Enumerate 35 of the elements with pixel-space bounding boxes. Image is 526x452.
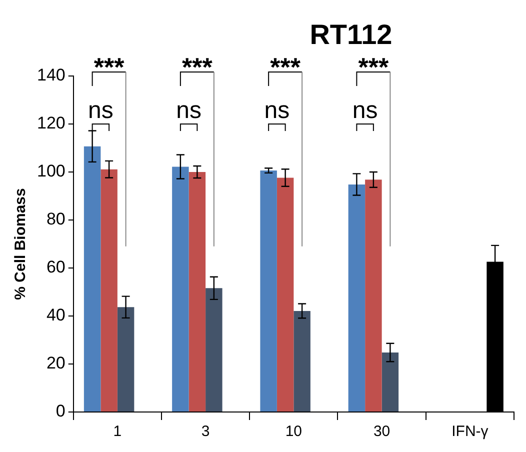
annotation: ns [88, 97, 114, 124]
bar [382, 352, 399, 412]
x-tick-label: 3 [201, 423, 210, 440]
x-tick-label: 1 [113, 423, 122, 440]
annotation: *** [182, 52, 214, 82]
annotation: ns [352, 97, 378, 124]
annotation: *** [270, 52, 302, 82]
bar [117, 307, 134, 412]
y-tick-label: 0 [56, 402, 66, 421]
y-tick-label: 20 [46, 354, 66, 373]
bar [84, 146, 101, 412]
chart-title: RT112 [310, 19, 392, 50]
annotation: *** [358, 52, 390, 82]
bar [260, 170, 277, 412]
y-tick-label: 140 [36, 66, 66, 85]
bar [294, 310, 310, 412]
bar [348, 184, 366, 412]
y-tick-label: 60 [46, 258, 66, 277]
annotation: ns [264, 97, 290, 124]
bar [172, 166, 189, 412]
annotation: ns [176, 97, 202, 124]
bar [188, 172, 206, 412]
bar [365, 180, 382, 412]
bar [100, 169, 118, 412]
bar [276, 178, 294, 412]
x-tick-label: 10 [285, 423, 302, 440]
annotation: *** [94, 52, 126, 82]
y-tick-label: 100 [36, 162, 66, 181]
x-tick-label: IFN-γ [452, 423, 489, 440]
y-tick-label: 80 [46, 210, 66, 229]
y-axis-title: % Cell Biomass [12, 188, 30, 300]
bar [206, 288, 222, 412]
y-tick-label: 120 [36, 114, 66, 133]
x-tick-label: 30 [373, 423, 390, 440]
y-tick-label: 40 [46, 306, 66, 325]
